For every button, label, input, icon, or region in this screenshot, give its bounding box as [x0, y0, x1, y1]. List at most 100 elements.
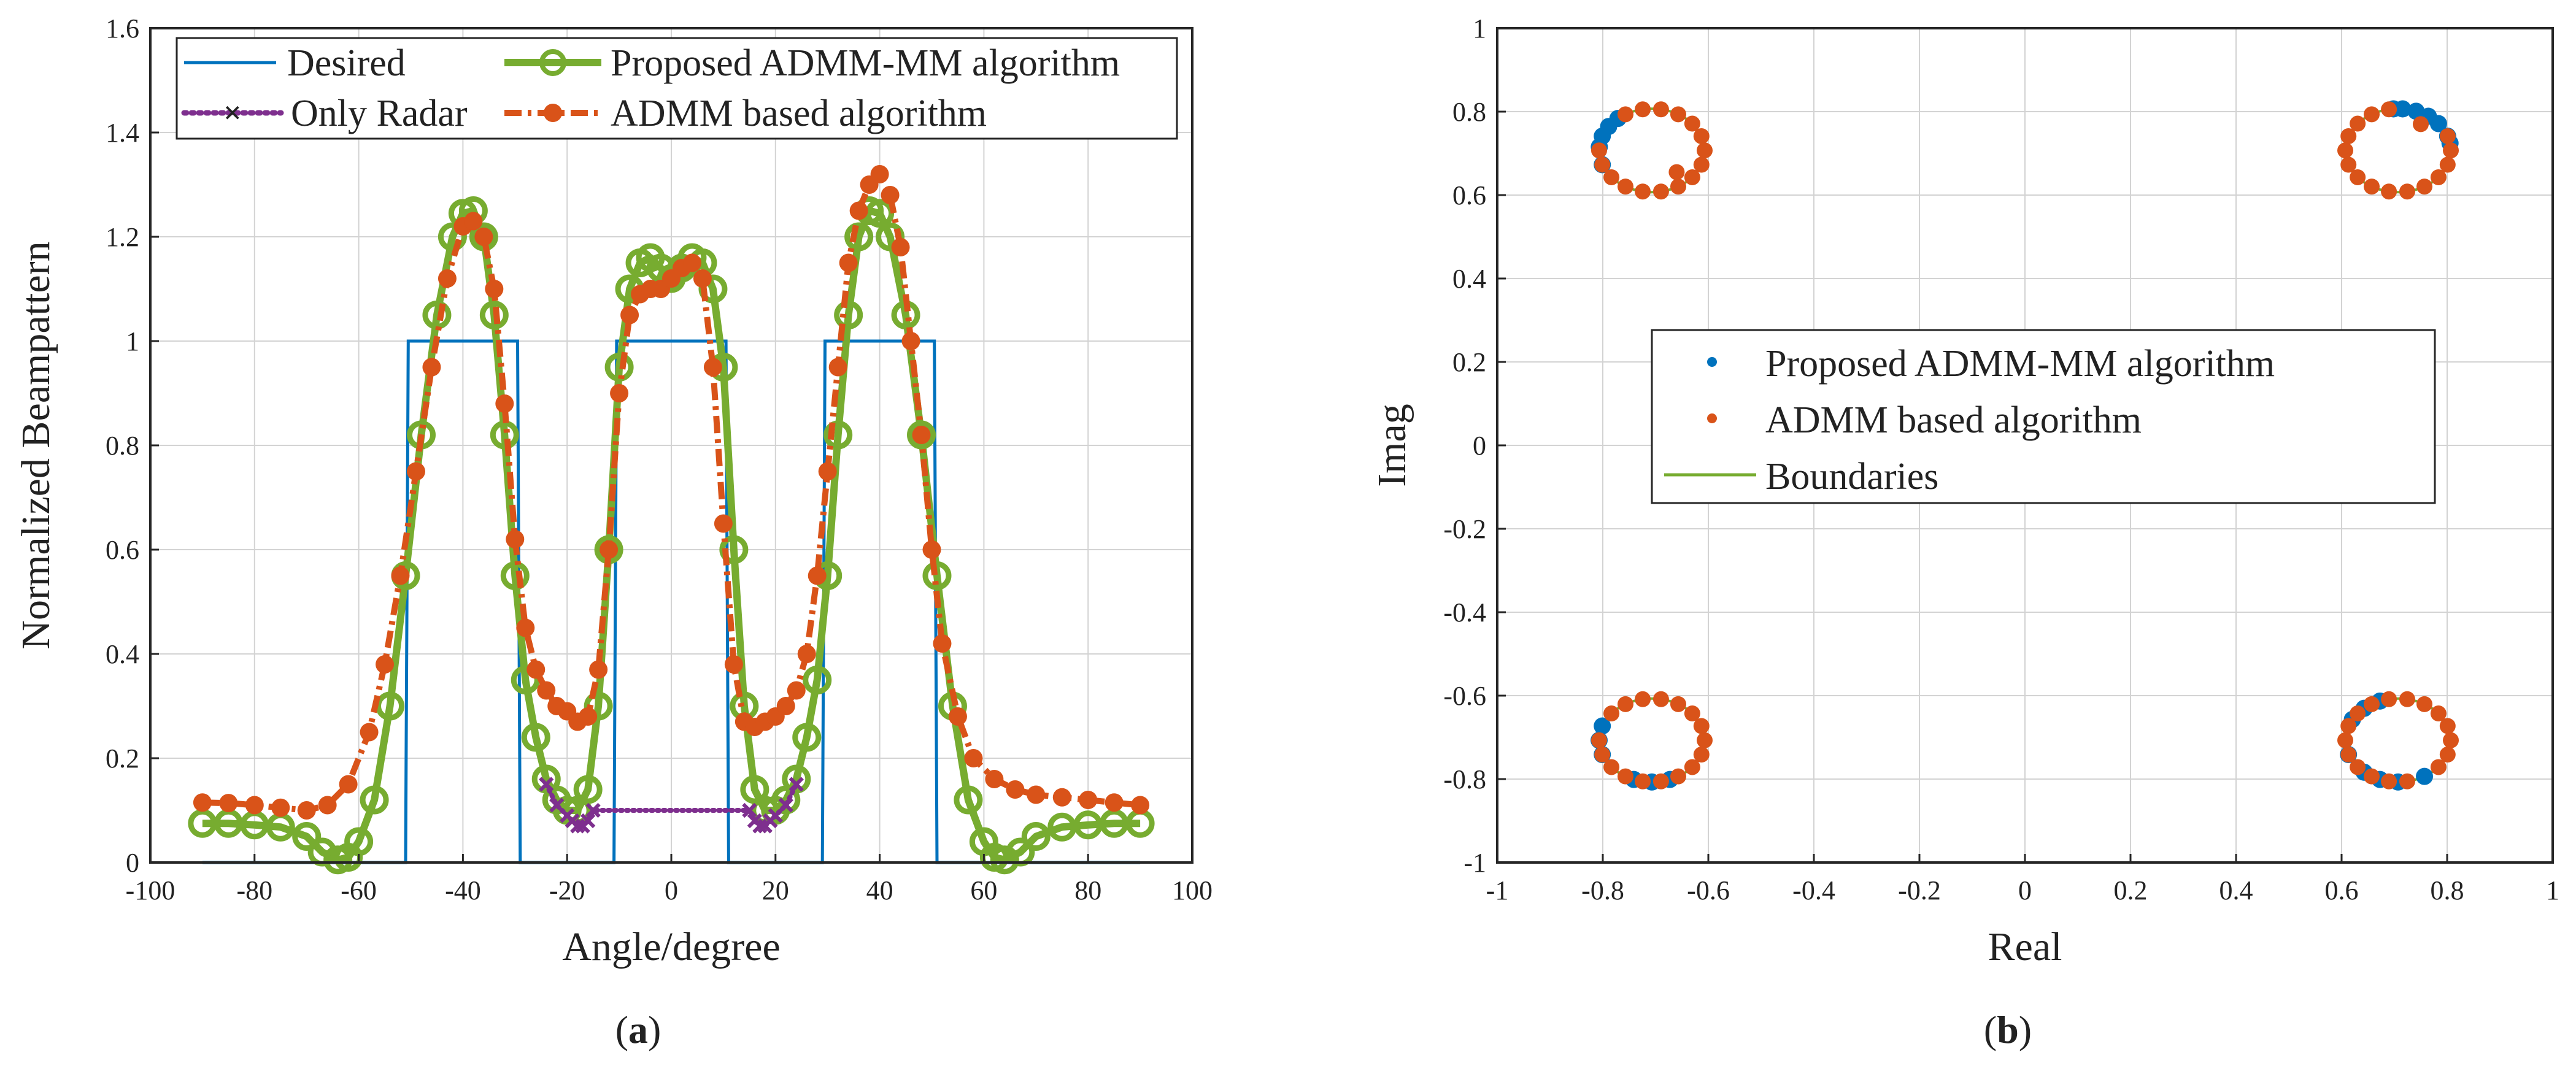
admm-constellation-point: [1635, 183, 1651, 200]
y-tick-label: 0.8: [1452, 97, 1486, 127]
only-radar-point: [742, 802, 757, 818]
admm-constellation-point: [2340, 156, 2357, 173]
admm-constellation-point: [1652, 691, 1669, 707]
admm-constellation-point: [2443, 142, 2459, 159]
admm-point: [579, 707, 598, 726]
admm-constellation-point: [1603, 169, 1620, 185]
beampattern-chart: -100 -80 -60 -40 -20 0 20 40 60 80 100 0 0.2 0.4 0.6 0.…: [13, 13, 1213, 969]
proposed-point: [922, 561, 952, 590]
x-tick-label: 40: [866, 875, 893, 905]
admm-point: [891, 238, 910, 256]
admm-constellation-point: [1635, 101, 1651, 118]
admm-constellation-point: [2439, 128, 2456, 144]
admm-point: [828, 358, 847, 377]
admm-constellation-point: [1635, 691, 1651, 707]
proposed-point: [438, 222, 467, 252]
y-tick-label: -0.2: [1443, 514, 1486, 544]
proposed-constellation-point: [2416, 767, 2434, 785]
a-legend: Desired Proposed ADMM-MM algorithm × Onl…: [175, 37, 1178, 140]
admm-constellation-point: [1693, 128, 1710, 144]
admm-point: [271, 798, 290, 817]
admm-point: [776, 697, 795, 715]
admm-constellation-point: [1603, 705, 1620, 722]
admm-point: [610, 384, 629, 402]
admm-constellation-point: [1603, 759, 1620, 775]
admm-constellation-point: [2381, 691, 2397, 707]
y-tick-label: 1.2: [106, 222, 139, 252]
admm-constellation-point: [1684, 115, 1700, 132]
a-legend-proposed-marker: [539, 49, 566, 76]
admm-constellation-point: [2350, 705, 2366, 722]
admm-point: [714, 514, 733, 533]
proposed-point: [573, 775, 603, 804]
only-radar-point: [585, 802, 601, 818]
admm-point: [933, 634, 952, 653]
admm-constellation-point: [2413, 116, 2429, 133]
proposed-point: [990, 845, 1019, 875]
x-tick-label: -80: [236, 875, 272, 905]
admm-constellation-point: [1693, 156, 1710, 173]
admm-constellation-point: [2430, 705, 2447, 722]
admm-point: [1105, 793, 1124, 812]
admm-constellation-point: [2350, 169, 2366, 185]
x-tick-label: -20: [549, 875, 585, 905]
admm-point: [1006, 780, 1025, 799]
admm-constellation-point: [1594, 747, 1611, 763]
admm-constellation-point: [1617, 768, 1633, 785]
y-tick-label: 1.4: [106, 118, 139, 148]
admm-point: [589, 660, 608, 679]
b-legend-boundary: Boundaries: [1765, 456, 1938, 498]
x-tick-label: 60: [970, 875, 997, 905]
proposed-point: [876, 222, 905, 252]
b-ylabel: Imag: [1370, 404, 1414, 487]
admm-point: [1131, 796, 1150, 815]
admm-point: [464, 212, 483, 231]
admm-constellation-point: [2416, 179, 2433, 195]
admm-point: [985, 770, 1004, 788]
y-tick-label: 0: [126, 848, 139, 878]
only-radar-point: [778, 797, 793, 813]
y-tick-label: -1: [1463, 848, 1486, 878]
proposed-point: [844, 222, 874, 252]
x-tick-label: 0.8: [2431, 875, 2464, 905]
admm-constellation-point: [2439, 156, 2456, 173]
admm-point: [787, 681, 806, 700]
y-tick-label: -0.6: [1443, 681, 1486, 711]
admm-constellation-point: [1668, 164, 1685, 180]
proposed-point: [376, 691, 405, 721]
admm-point: [339, 775, 358, 794]
admm-constellation-point: [1652, 101, 1669, 118]
a-series: [188, 165, 1155, 875]
x-tick-label: 0.4: [2219, 875, 2253, 905]
proposed-point: [584, 691, 613, 721]
only-radar-point: [752, 818, 768, 834]
proposed-point: [834, 301, 863, 329]
proposed-point: [782, 764, 811, 794]
a-legend-admm: ADMM based algorithm: [611, 93, 987, 134]
admm-point: [318, 796, 337, 815]
admm-point: [1079, 791, 1098, 809]
a-legend-desired: Desired: [287, 42, 406, 84]
x-tick-label: 100: [1172, 875, 1213, 905]
only-radar-point: [570, 818, 585, 834]
a-ticks: -100 -80 -60 -40 -20 0 20 40 60 80 100 0 0.2 0.4 0.6 0.…: [106, 13, 1213, 905]
proposed-point: [521, 723, 550, 752]
proposed-point: [719, 535, 749, 564]
y-tick-label: 0.8: [106, 431, 139, 461]
b-ticks: -1 -0.8 -0.6 -0.4 -0.2 0 0.2 0.4 0.6 0.8 1 -1 -0.8 -0…: [1443, 13, 2559, 905]
admm-constellation-point: [1696, 142, 1713, 159]
admm-constellation-point: [2381, 183, 2397, 200]
x-tick-label: 1: [2546, 875, 2559, 905]
y-tick-label: 0: [1473, 431, 1486, 461]
admm-point: [1052, 788, 1071, 807]
admm-constellation-point: [2399, 773, 2415, 789]
admm-point: [808, 566, 827, 585]
a-legend-admm-marker: [544, 104, 562, 122]
admm-constellation-point: [2439, 747, 2456, 763]
admm-point: [881, 186, 900, 204]
admm-constellation-point: [2364, 106, 2380, 123]
admm-point: [516, 618, 535, 637]
only-radar-point: [789, 777, 804, 792]
b-legend-proposed: Proposed ADMM-MM algorithm: [1765, 343, 2275, 385]
y-tick-label: 0.6: [106, 535, 139, 565]
